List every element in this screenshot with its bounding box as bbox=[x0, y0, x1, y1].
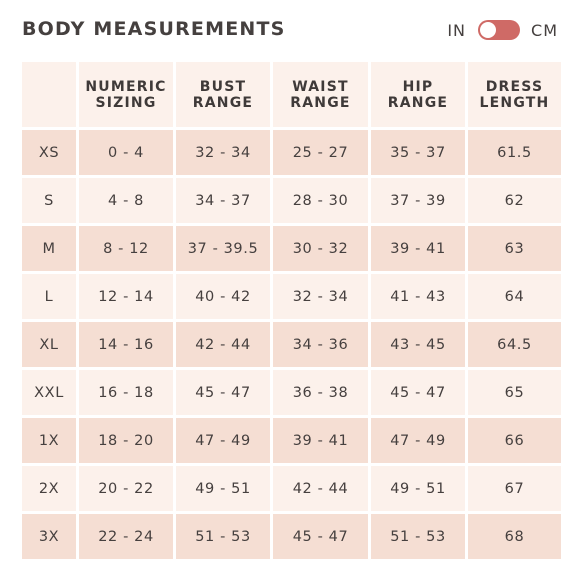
hip-range-cell: 51 - 53 bbox=[371, 514, 465, 559]
column-header-bust-range: BUST RANGE bbox=[176, 62, 270, 127]
bust-range-cell: 34 - 37 bbox=[176, 178, 270, 223]
column-header-size bbox=[22, 62, 76, 127]
column-header-line: NUMERIC bbox=[85, 78, 167, 95]
waist-range-cell: 36 - 38 bbox=[273, 370, 368, 415]
dress-length-cell: 62 bbox=[468, 178, 561, 223]
dress-length-cell: 61.5 bbox=[468, 130, 561, 175]
column-header-hip-range: HIP RANGE bbox=[371, 62, 465, 127]
waist-range-cell: 42 - 44 bbox=[273, 466, 368, 511]
size-label-cell: S bbox=[22, 178, 76, 223]
unit-switch[interactable] bbox=[478, 20, 521, 40]
waist-range-cell: 34 - 36 bbox=[273, 322, 368, 367]
bust-range-cell: 37 - 39.5 bbox=[176, 226, 270, 271]
size-label-cell: M bbox=[22, 226, 76, 271]
table-row: S 4 - 8 34 - 37 28 - 30 37 - 39 62 bbox=[22, 178, 561, 223]
column-header-line: DRESS bbox=[485, 78, 544, 95]
dress-length-cell: 66 bbox=[468, 418, 561, 463]
size-label-cell: L bbox=[22, 274, 76, 319]
dress-length-cell: 64 bbox=[468, 274, 561, 319]
waist-range-cell: 30 - 32 bbox=[273, 226, 368, 271]
table-row: 2X 20 - 22 49 - 51 42 - 44 49 - 51 67 bbox=[22, 466, 561, 511]
hip-range-cell: 45 - 47 bbox=[371, 370, 465, 415]
size-label-cell: XS bbox=[22, 130, 76, 175]
column-header-line: HIP bbox=[402, 78, 434, 95]
hip-range-cell: 43 - 45 bbox=[371, 322, 465, 367]
size-label-cell: 3X bbox=[22, 514, 76, 559]
bust-range-cell: 47 - 49 bbox=[176, 418, 270, 463]
table-row: L 12 - 14 40 - 42 32 - 34 41 - 43 64 bbox=[22, 274, 561, 319]
numeric-sizing-cell: 16 - 18 bbox=[79, 370, 173, 415]
size-label-cell: 1X bbox=[22, 418, 76, 463]
numeric-sizing-cell: 8 - 12 bbox=[79, 226, 173, 271]
table-row: XL 14 - 16 42 - 44 34 - 36 43 - 45 64.5 bbox=[22, 322, 561, 367]
column-header-line: SIZING bbox=[95, 94, 157, 111]
header: BODY MEASUREMENTS IN CM bbox=[22, 14, 558, 46]
hip-range-cell: 47 - 49 bbox=[371, 418, 465, 463]
page-title: BODY MEASUREMENTS bbox=[22, 18, 286, 40]
numeric-sizing-cell: 14 - 16 bbox=[79, 322, 173, 367]
table-row: M 8 - 12 37 - 39.5 30 - 32 39 - 41 63 bbox=[22, 226, 561, 271]
waist-range-cell: 28 - 30 bbox=[273, 178, 368, 223]
numeric-sizing-cell: 20 - 22 bbox=[79, 466, 173, 511]
size-label-cell: XXL bbox=[22, 370, 76, 415]
numeric-sizing-cell: 12 - 14 bbox=[79, 274, 173, 319]
column-header-dress-length: DRESS LENGTH bbox=[468, 62, 561, 127]
column-header-waist-range: WAIST RANGE bbox=[273, 62, 368, 127]
unit-label-cm[interactable]: CM bbox=[531, 20, 558, 40]
size-label-cell: XL bbox=[22, 322, 76, 367]
bust-range-cell: 42 - 44 bbox=[176, 322, 270, 367]
numeric-sizing-cell: 0 - 4 bbox=[79, 130, 173, 175]
numeric-sizing-cell: 4 - 8 bbox=[79, 178, 173, 223]
waist-range-cell: 25 - 27 bbox=[273, 130, 368, 175]
table-row: 3X 22 - 24 51 - 53 45 - 47 51 - 53 68 bbox=[22, 514, 561, 559]
hip-range-cell: 39 - 41 bbox=[371, 226, 465, 271]
column-header-line: WAIST bbox=[292, 78, 349, 95]
hip-range-cell: 41 - 43 bbox=[371, 274, 465, 319]
bust-range-cell: 51 - 53 bbox=[176, 514, 270, 559]
switch-knob[interactable] bbox=[480, 22, 497, 38]
column-header-line: LENGTH bbox=[479, 94, 550, 111]
dress-length-cell: 67 bbox=[468, 466, 561, 511]
bust-range-cell: 32 - 34 bbox=[176, 130, 270, 175]
size-chart-table: NUMERIC SIZING BUST RANGE WAIST RANGE HI… bbox=[19, 59, 564, 562]
column-header-line: RANGE bbox=[387, 94, 449, 111]
dress-length-cell: 68 bbox=[468, 514, 561, 559]
column-header-line: RANGE bbox=[192, 94, 254, 111]
waist-range-cell: 32 - 34 bbox=[273, 274, 368, 319]
table-row: 1X 18 - 20 47 - 49 39 - 41 47 - 49 66 bbox=[22, 418, 561, 463]
dress-length-cell: 64.5 bbox=[468, 322, 561, 367]
unit-label-in[interactable]: IN bbox=[447, 20, 467, 40]
column-header-numeric-sizing: NUMERIC SIZING bbox=[79, 62, 173, 127]
size-label-cell: 2X bbox=[22, 466, 76, 511]
column-header-line: RANGE bbox=[290, 94, 351, 111]
dress-length-cell: 63 bbox=[468, 226, 561, 271]
waist-range-cell: 39 - 41 bbox=[273, 418, 368, 463]
numeric-sizing-cell: 18 - 20 bbox=[79, 418, 173, 463]
bust-range-cell: 49 - 51 bbox=[176, 466, 270, 511]
numeric-sizing-cell: 22 - 24 bbox=[79, 514, 173, 559]
table-header-row: NUMERIC SIZING BUST RANGE WAIST RANGE HI… bbox=[22, 62, 561, 127]
table-row: XS 0 - 4 32 - 34 25 - 27 35 - 37 61.5 bbox=[22, 130, 561, 175]
column-header-line: BUST bbox=[199, 78, 247, 95]
table-row: XXL 16 - 18 45 - 47 36 - 38 45 - 47 65 bbox=[22, 370, 561, 415]
bust-range-cell: 45 - 47 bbox=[176, 370, 270, 415]
dress-length-cell: 65 bbox=[468, 370, 561, 415]
hip-range-cell: 49 - 51 bbox=[371, 466, 465, 511]
hip-range-cell: 35 - 37 bbox=[371, 130, 465, 175]
hip-range-cell: 37 - 39 bbox=[371, 178, 465, 223]
unit-toggle[interactable]: IN CM bbox=[447, 18, 558, 42]
bust-range-cell: 40 - 42 bbox=[176, 274, 270, 319]
waist-range-cell: 45 - 47 bbox=[273, 514, 368, 559]
